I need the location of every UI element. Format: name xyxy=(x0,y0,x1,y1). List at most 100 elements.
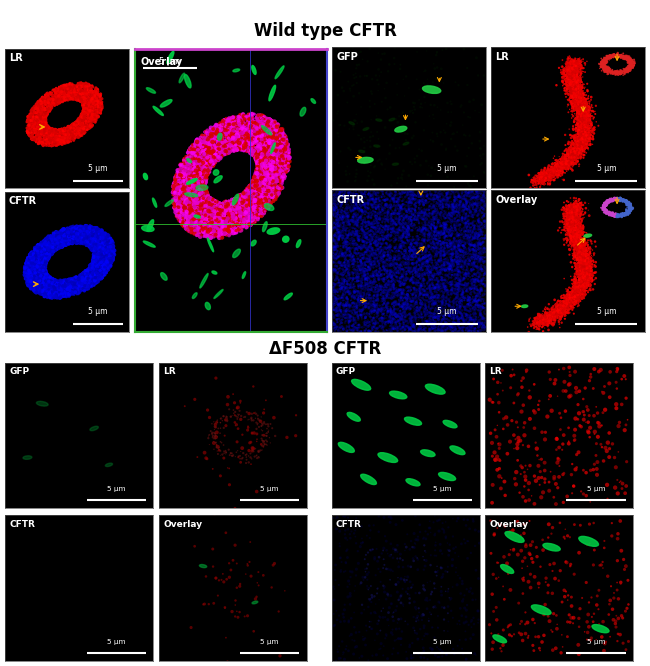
Point xyxy=(578,131,588,141)
Point xyxy=(609,68,619,79)
Point xyxy=(83,273,93,284)
Point xyxy=(220,208,230,218)
Point xyxy=(540,169,551,180)
Point xyxy=(34,134,44,145)
Point xyxy=(210,216,220,227)
Point xyxy=(200,189,210,200)
Point xyxy=(343,211,353,222)
Point xyxy=(411,284,421,295)
Point xyxy=(212,228,222,238)
Point xyxy=(216,125,226,136)
Point xyxy=(584,125,594,136)
Point xyxy=(265,114,275,125)
Point xyxy=(582,119,593,130)
Point xyxy=(271,130,281,141)
Point xyxy=(563,74,573,85)
Point xyxy=(348,268,358,279)
Point xyxy=(75,96,86,107)
Point xyxy=(571,67,581,78)
Point xyxy=(416,281,426,292)
Point xyxy=(361,308,372,319)
Point xyxy=(445,280,456,290)
Point xyxy=(419,645,429,656)
Point xyxy=(558,308,569,318)
Point xyxy=(550,166,560,177)
Point xyxy=(201,158,211,168)
Point xyxy=(227,138,237,149)
Point xyxy=(223,115,233,126)
Point xyxy=(213,231,224,242)
Point xyxy=(339,52,349,63)
Point xyxy=(95,229,105,240)
Point xyxy=(454,306,465,317)
Point xyxy=(619,51,629,62)
Point xyxy=(571,77,582,87)
Point xyxy=(234,138,244,149)
Point xyxy=(432,266,442,277)
Point xyxy=(69,275,79,286)
Point xyxy=(465,222,475,233)
Point xyxy=(349,244,359,254)
Point xyxy=(263,176,273,186)
Point xyxy=(430,248,441,259)
Point xyxy=(570,143,580,154)
Point xyxy=(569,247,580,258)
Point xyxy=(33,264,44,275)
Point xyxy=(541,316,551,327)
Point xyxy=(350,256,361,267)
Point xyxy=(200,208,210,219)
Point xyxy=(36,102,47,113)
Point xyxy=(31,277,42,288)
Point xyxy=(585,121,595,131)
Point xyxy=(561,219,571,230)
Point xyxy=(200,220,211,230)
Point xyxy=(70,224,81,234)
Point xyxy=(36,273,46,284)
Point xyxy=(185,199,196,210)
Point xyxy=(30,244,40,255)
Point xyxy=(458,264,468,274)
Point xyxy=(75,232,86,242)
Point xyxy=(233,204,244,215)
Point xyxy=(94,240,104,251)
Point xyxy=(231,216,241,226)
Point xyxy=(37,277,47,288)
Point xyxy=(55,286,65,297)
Point xyxy=(439,250,450,261)
Point xyxy=(76,237,86,248)
Point xyxy=(473,190,483,201)
Point xyxy=(563,222,573,232)
Point xyxy=(397,230,408,240)
Point xyxy=(36,286,47,297)
Point xyxy=(575,290,586,301)
Point xyxy=(36,127,47,137)
Point xyxy=(573,203,583,214)
Point xyxy=(600,207,610,218)
Point xyxy=(73,226,83,237)
Point xyxy=(29,134,40,145)
Point xyxy=(274,142,284,153)
Point xyxy=(374,263,385,274)
Point xyxy=(582,275,593,286)
Point xyxy=(194,159,204,169)
Point xyxy=(569,145,579,156)
Point xyxy=(205,210,216,221)
Point xyxy=(570,69,580,80)
Point xyxy=(610,193,620,204)
Point xyxy=(254,125,264,135)
Point xyxy=(583,118,593,129)
Point xyxy=(436,194,447,205)
Point xyxy=(349,298,359,308)
Point xyxy=(452,306,463,316)
Point xyxy=(198,599,209,609)
Point xyxy=(331,235,341,246)
Point xyxy=(251,168,261,179)
Point xyxy=(402,187,412,198)
Point xyxy=(458,291,469,302)
Point xyxy=(261,141,271,152)
Point xyxy=(608,53,619,63)
Point xyxy=(569,205,580,216)
Point xyxy=(446,239,456,250)
Point xyxy=(81,78,91,89)
Point xyxy=(562,160,573,170)
